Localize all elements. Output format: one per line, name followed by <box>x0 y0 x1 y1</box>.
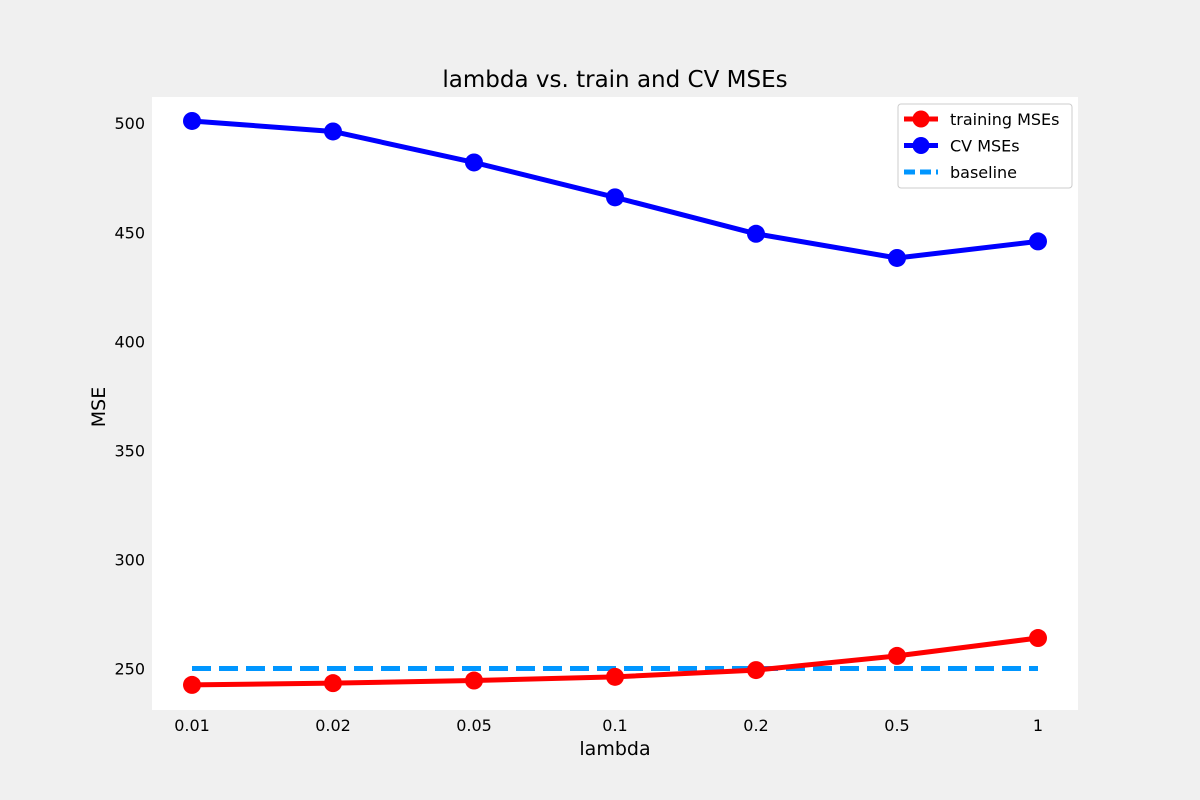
chart-title: lambda vs. train and CV MSEs <box>442 67 787 93</box>
x-tick-label: 1 <box>1033 716 1043 735</box>
legend-label-cv-mses: CV MSEs <box>950 137 1020 156</box>
cv-mses-point <box>324 122 342 141</box>
x-tick-label: 0.2 <box>743 716 768 735</box>
legend-marker-training-mses <box>912 110 930 128</box>
cv-mses-point <box>606 188 624 207</box>
x-axis-label: lambda <box>579 738 650 760</box>
y-tick-label: 500 <box>114 114 145 133</box>
y-axis-label: MSE <box>88 387 110 427</box>
x-tick-label: 0.05 <box>456 716 492 735</box>
training-mses-point <box>183 675 201 694</box>
cv-mses-point <box>183 111 201 130</box>
legend-box <box>897 103 1073 189</box>
series-layer <box>183 111 1047 694</box>
legend-label-baseline: baseline <box>950 163 1017 182</box>
y-tick-label: 300 <box>114 550 145 569</box>
cv-mses-point <box>888 248 906 267</box>
series-training-mses <box>183 629 1047 694</box>
y-tick-label: 350 <box>114 441 145 460</box>
x-tick-label: 0.5 <box>884 716 909 735</box>
training-mses-point <box>606 667 624 686</box>
cv-mses-point <box>1029 232 1047 251</box>
x-tick-label: 0.02 <box>315 716 351 735</box>
x-tick-label: 0.1 <box>602 716 627 735</box>
cv-mses-point <box>747 224 765 243</box>
training-mses-point <box>888 646 906 665</box>
y-tick-label: 450 <box>114 223 145 242</box>
legend: training MSEs CV MSEs baseline <box>897 103 1073 189</box>
y-axis: 250 300 350 400 450 500 <box>114 114 145 678</box>
training-mses-point <box>1029 629 1047 648</box>
legend-label-training-mses: training MSEs <box>950 110 1059 129</box>
y-tick-label: 400 <box>114 332 145 351</box>
training-mses-point <box>465 671 483 690</box>
cv-mses-point <box>465 153 483 172</box>
series-cv-mses <box>183 111 1047 267</box>
training-mses-point <box>747 661 765 680</box>
training-mses-point <box>324 674 342 693</box>
y-tick-label: 250 <box>114 660 145 679</box>
legend-marker-cv-mses <box>912 137 930 154</box>
x-tick-label: 0.01 <box>174 716 210 735</box>
x-axis: 0.01 0.02 0.05 0.1 0.2 0.5 1 <box>174 716 1043 735</box>
